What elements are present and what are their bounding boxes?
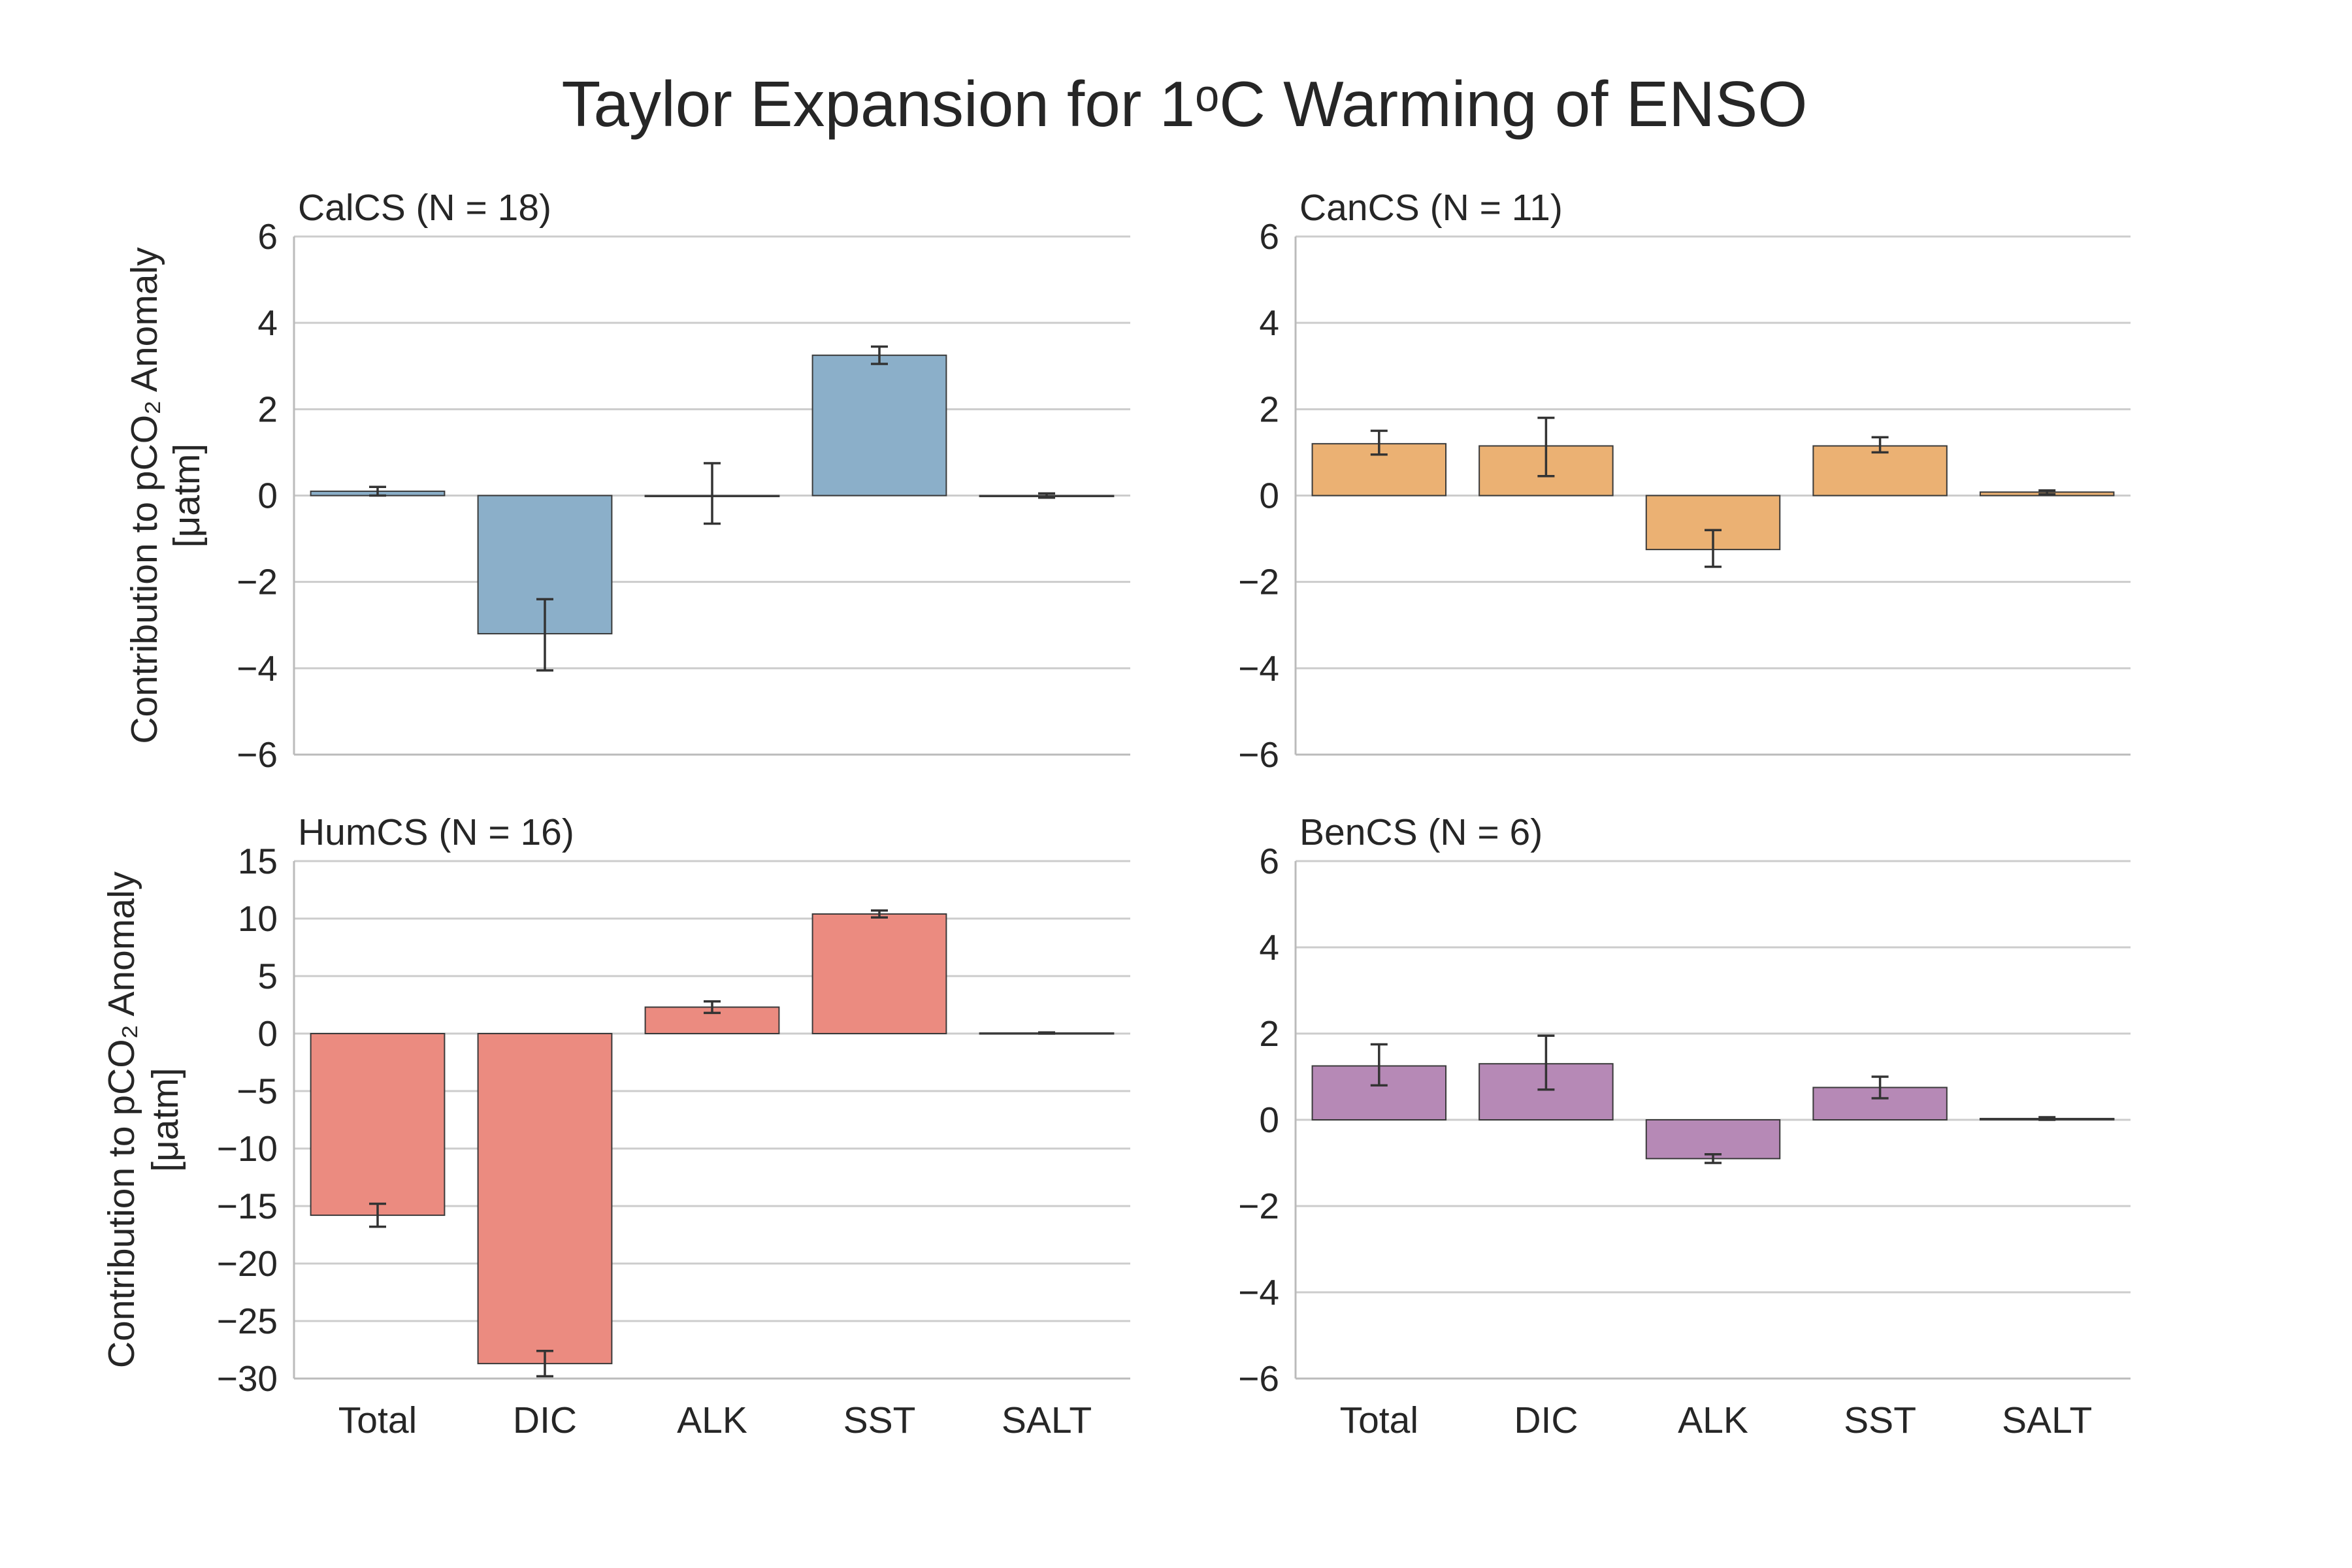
error-bar-alk: [704, 1000, 721, 1015]
x-tick-label: Total: [338, 1399, 417, 1441]
y-tick-label: 2: [1259, 1013, 1279, 1054]
y-axis-unit: [μatm]: [166, 444, 208, 548]
error-bar-dic: [1537, 416, 1555, 478]
bar-alk: [1645, 1119, 1781, 1160]
y-tick-label: 10: [238, 898, 278, 939]
error-bar-alk: [704, 462, 721, 525]
y-tick-label: −4: [1238, 648, 1279, 689]
y-axis-unit: [μatm]: [144, 1068, 186, 1172]
x-tick-label: DIC: [513, 1399, 577, 1441]
x-tick-label: DIC: [1514, 1399, 1578, 1441]
x-tick-label: SST: [1844, 1399, 1916, 1441]
panel-title: CalCS (N = 18): [298, 187, 551, 229]
bar-dic: [477, 1033, 613, 1365]
error-bar-sst: [871, 909, 888, 919]
error-bar-total: [369, 1202, 386, 1228]
x-tick-label: SALT: [2002, 1399, 2092, 1441]
error-bar-sst: [1871, 436, 1889, 454]
y-tick-label: −6: [237, 734, 278, 775]
panel-0: 6 4 2 0 −2 −4 −6 CalCS (N = 18) Contribution to …: [123, 187, 1130, 775]
y-tick-label: −30: [217, 1358, 278, 1399]
y-tick-label: −6: [1238, 734, 1279, 775]
y-tick-label: 4: [1259, 302, 1279, 343]
panel-title: CanCS (N = 11): [1299, 187, 1563, 229]
panel-1: 6 4 2 0 −2 −4 −6 CanCS (N = 11): [1238, 187, 2131, 775]
error-bar-sst: [1871, 1075, 1889, 1100]
x-tick-label: SALT: [1002, 1399, 1092, 1441]
y-tick-label: 0: [257, 476, 278, 516]
panel-2: 15 10 5 0 −5 −10 −15 −20 −25 −30 Total DIC ALK SST SAL…: [101, 811, 1130, 1441]
y-tick-label: −15: [217, 1186, 278, 1226]
panel-title: BenCS (N = 6): [1299, 811, 1543, 853]
y-tick-label: −4: [1238, 1272, 1279, 1313]
figure-title: Taylor Expansion for 1ᵒC Warming of ENSO: [562, 68, 1808, 140]
panel-title: HumCS (N = 16): [298, 811, 574, 853]
bar-sst: [811, 354, 947, 497]
error-bar-salt: [1038, 1031, 1055, 1035]
y-tick-label: −20: [217, 1243, 278, 1284]
y-tick-label: −2: [1238, 1186, 1279, 1226]
error-bar-salt: [2038, 489, 2056, 496]
y-axis-label: Contribution to pCO₂ Anomaly: [123, 247, 165, 744]
y-tick-label: −2: [1238, 562, 1279, 602]
error-bar-dic: [536, 598, 553, 672]
x-tick-label: ALK: [1678, 1399, 1748, 1441]
panels: 6 4 2 0 −2 −4 −6 CalCS (N = 18) Contribution to …: [101, 187, 2131, 1441]
error-bar-dic: [536, 1350, 553, 1378]
y-tick-label: −2: [237, 562, 278, 602]
y-tick-label: 6: [1259, 216, 1279, 257]
y-tick-label: −5: [237, 1071, 278, 1111]
x-tick-label: ALK: [677, 1399, 747, 1441]
x-tick-label: Total: [1340, 1399, 1418, 1441]
y-tick-label: −4: [237, 648, 278, 689]
bar-sst: [811, 913, 947, 1034]
error-bar-salt: [1038, 492, 1055, 499]
error-bar-alk: [1705, 1153, 1722, 1164]
error-bar-sst: [871, 345, 888, 365]
y-tick-label: 4: [257, 302, 278, 343]
error-bar-total: [1370, 429, 1388, 456]
error-bar-dic: [1537, 1034, 1555, 1091]
y-tick-label: 0: [1259, 1100, 1279, 1140]
y-tick-label: −6: [1238, 1358, 1279, 1399]
y-tick-label: 6: [257, 216, 278, 257]
error-bar-total: [1370, 1043, 1388, 1086]
y-tick-label: 2: [257, 389, 278, 429]
y-axis-label: Contribution to pCO₂ Anomaly: [101, 871, 142, 1368]
error-bar-total: [369, 485, 386, 497]
y-tick-label: 6: [1259, 841, 1279, 881]
y-tick-label: 0: [257, 1013, 278, 1054]
y-tick-label: 2: [1259, 389, 1279, 429]
y-tick-label: 15: [238, 841, 278, 881]
bar-total: [310, 1033, 446, 1217]
error-bar-salt: [2038, 1116, 2056, 1121]
y-tick-label: 5: [257, 956, 278, 996]
y-tick-label: −25: [217, 1301, 278, 1341]
y-tick-label: −10: [217, 1128, 278, 1169]
y-tick-label: 4: [1259, 927, 1279, 968]
x-tick-label: SST: [843, 1399, 916, 1441]
y-tick-label: 0: [1259, 476, 1279, 516]
error-bar-alk: [1705, 529, 1722, 568]
panel-3: 6 4 2 0 −2 −4 −6 Total DIC ALK SST SALT BenCS (N = 6…: [1238, 811, 2131, 1441]
